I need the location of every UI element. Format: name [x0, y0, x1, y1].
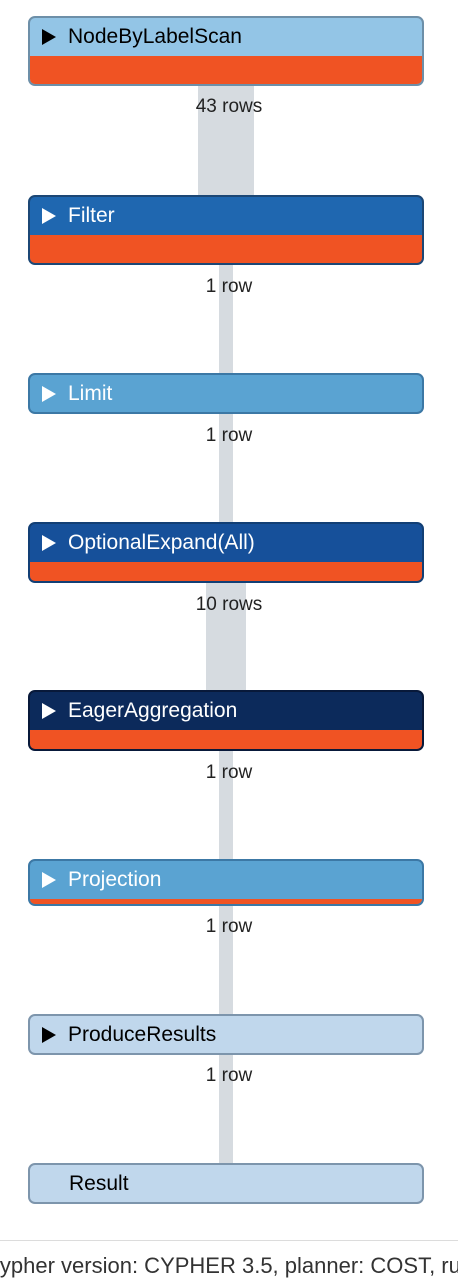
operator-produceresults[interactable]: ProduceResults — [28, 1014, 424, 1055]
plan-edge-2 — [219, 414, 233, 522]
plan-edge-5 — [219, 906, 233, 1014]
operator-label: Result — [69, 1172, 129, 1195]
operator-header: Projection — [30, 861, 422, 899]
plan-summary-text: Cypher version: CYPHER 3.5, planner: COS… — [0, 1253, 458, 1278]
operator-label: OptionalExpand(All) — [68, 531, 255, 554]
operator-header: Filter — [30, 197, 422, 235]
expand-triangle-icon[interactable] — [42, 386, 56, 402]
plan-edge-3 — [206, 583, 246, 690]
row-count-label: 1 row — [205, 425, 253, 446]
operator-optionalexpand-all[interactable]: OptionalExpand(All) — [28, 522, 424, 583]
expand-triangle-icon[interactable] — [42, 208, 56, 224]
expand-triangle-icon[interactable] — [42, 535, 56, 551]
operator-header: EagerAggregation — [30, 692, 422, 730]
operator-limit[interactable]: Limit — [28, 373, 424, 414]
row-count-label: 1 row — [205, 916, 253, 937]
query-plan: 43 rows 1 row 1 row 10 rows 1 row 1 row 1 row N… — [28, 16, 424, 1204]
operator-header: NodeByLabelScan — [30, 18, 422, 56]
row-count-label: 43 rows — [195, 96, 263, 117]
plan-edge-6 — [219, 1055, 233, 1163]
operator-result: Result — [28, 1163, 424, 1204]
cost-bar — [30, 730, 422, 749]
operator-header: OptionalExpand(All) — [30, 524, 422, 562]
operator-filter[interactable]: Filter — [28, 195, 424, 265]
plan-edge-1 — [219, 265, 233, 373]
operator-label: NodeByLabelScan — [68, 25, 242, 48]
operator-label: Filter — [68, 204, 115, 227]
plan-edge-0 — [198, 86, 254, 195]
cost-bar — [30, 562, 422, 581]
operator-label: Limit — [68, 382, 113, 405]
expand-triangle-icon[interactable] — [42, 29, 56, 45]
expand-triangle-icon[interactable] — [42, 872, 56, 888]
cost-bar — [30, 56, 422, 84]
expand-triangle-icon[interactable] — [42, 703, 56, 719]
row-count-label: 10 rows — [195, 594, 263, 615]
plan-summary-bar: Cypher version: CYPHER 3.5, planner: COS… — [0, 1240, 458, 1285]
plan-edge-4 — [219, 751, 233, 859]
operator-header: Result — [30, 1165, 422, 1202]
operator-label: EagerAggregation — [68, 699, 238, 722]
row-count-label: 1 row — [205, 762, 253, 783]
cost-bar — [30, 235, 422, 263]
operator-label: Projection — [68, 868, 162, 891]
cost-bar — [30, 899, 422, 904]
row-count-label: 1 row — [205, 276, 253, 297]
operator-header: Limit — [30, 375, 422, 412]
operator-eageraggregation[interactable]: EagerAggregation — [28, 690, 424, 751]
expand-triangle-icon[interactable] — [42, 1027, 56, 1043]
operator-header: ProduceResults — [30, 1016, 422, 1053]
operator-nodebylabelscan[interactable]: NodeByLabelScan — [28, 16, 424, 86]
operator-label: ProduceResults — [68, 1023, 217, 1046]
row-count-label: 1 row — [205, 1065, 253, 1086]
operator-projection[interactable]: Projection — [28, 859, 424, 906]
